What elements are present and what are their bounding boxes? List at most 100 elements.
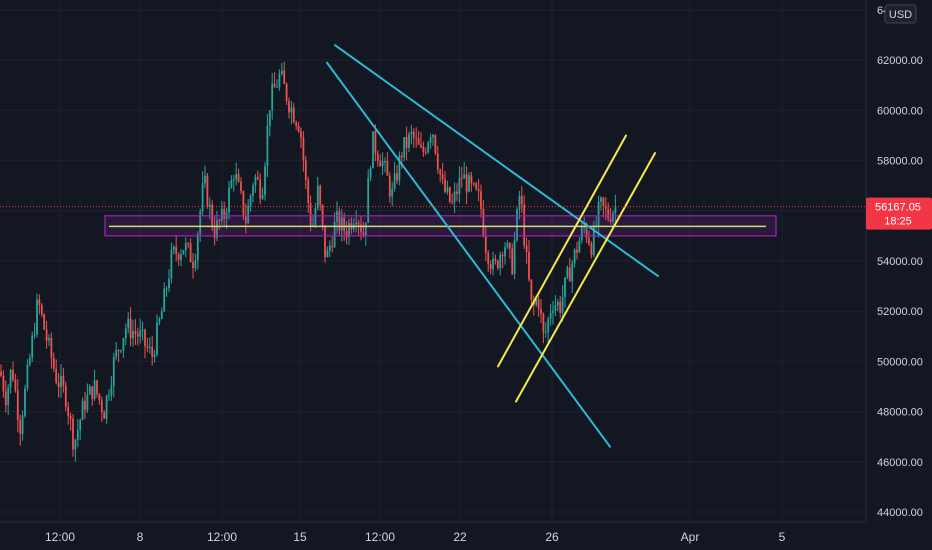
candle-body (254, 176, 257, 186)
candle-body (408, 134, 410, 148)
candle-body (585, 225, 588, 239)
candle-body (432, 135, 434, 138)
currency-label: USD (889, 9, 912, 21)
candle-body (67, 406, 70, 417)
candle-body (136, 333, 139, 337)
candle-body (355, 222, 358, 225)
trendline-lower-wedge[interactable] (326, 61, 611, 448)
candle-body (7, 387, 10, 406)
candle-body (470, 175, 473, 184)
candle-body (132, 331, 134, 339)
candle-body (110, 385, 113, 396)
candle-body (45, 329, 48, 341)
candle-body (472, 183, 475, 185)
candle-body (60, 375, 62, 387)
drawing-tools (104, 44, 777, 448)
candle-body (357, 222, 360, 225)
trendline-channel-upper[interactable] (497, 134, 627, 368)
candle-body (72, 418, 74, 450)
candle-body (208, 204, 211, 208)
candle-body (88, 386, 91, 395)
candle-body (336, 211, 338, 222)
candle-body (259, 179, 262, 199)
candle-body (24, 388, 26, 416)
candle-body (578, 240, 581, 253)
candle-body (36, 299, 38, 335)
candle-body (434, 135, 437, 154)
candle-body (177, 254, 180, 260)
candle-body (417, 138, 420, 145)
candle-body (216, 219, 218, 238)
candle-body (400, 155, 403, 158)
candle-body (57, 382, 60, 387)
candle-body (261, 195, 264, 199)
candle-body (187, 243, 190, 245)
candle-body (0, 371, 2, 376)
candle-body (446, 187, 449, 192)
candle-body (242, 191, 245, 216)
time-axis[interactable]: 12:00 8 12:00 15 12:00 22 26 Apr 5 (0, 521, 866, 544)
candle-body (148, 347, 151, 349)
candle-body (386, 161, 389, 176)
candle-body (115, 350, 118, 357)
candle-body (465, 174, 468, 192)
candle-body (199, 211, 202, 234)
candle-body (484, 235, 487, 253)
candle-body (444, 179, 446, 192)
candle-body (410, 131, 413, 135)
candle-body (475, 183, 478, 190)
candle-body (297, 125, 300, 132)
candle-body (542, 314, 545, 333)
currency-badge[interactable]: USD (884, 4, 917, 24)
candle-body (415, 137, 418, 139)
candle-body (436, 153, 439, 170)
candle-body (271, 83, 274, 111)
y-tick-label: 60000.00 (877, 105, 923, 117)
trendline-upper-wedge[interactable] (334, 44, 659, 278)
candle-body (28, 357, 31, 365)
candle-body (535, 299, 538, 305)
candle-body (14, 379, 17, 391)
candle-body (276, 87, 278, 89)
candlestick-series (0, 61, 617, 462)
candle-body (175, 247, 178, 255)
candle-body (290, 107, 293, 113)
candle-body (489, 264, 492, 269)
candle-body (139, 330, 142, 337)
candle-body (405, 137, 408, 148)
candle-body (172, 247, 175, 251)
candle-body (52, 358, 55, 369)
candle-body (288, 100, 290, 113)
candle-body (2, 375, 5, 392)
candle-body (331, 245, 334, 248)
x-tick-label: 26 (545, 530, 559, 544)
candle-body (127, 318, 130, 329)
candle-body (372, 131, 374, 169)
candle-body (278, 73, 281, 88)
candle-body (499, 254, 502, 269)
candle-body (264, 166, 266, 196)
candle-body (429, 137, 432, 143)
candle-body (146, 346, 149, 348)
y-tick-label: 62000.00 (877, 55, 923, 67)
candle-body (91, 386, 94, 400)
candle-body (81, 400, 84, 421)
candle-body (163, 288, 166, 312)
candle-body (103, 412, 106, 419)
y-tick-label: 44000.00 (877, 507, 923, 519)
candle-body (93, 380, 96, 400)
x-tick-label: 15 (293, 530, 307, 544)
candle-body (391, 189, 394, 197)
candle-body (249, 195, 252, 206)
candle-body (196, 233, 199, 261)
trendline-channel-lower[interactable] (515, 152, 656, 403)
candle-body (314, 208, 317, 226)
candle-body (367, 177, 370, 223)
candle-body (612, 212, 614, 222)
grid-lines (0, 0, 866, 522)
candle-body (340, 217, 343, 231)
candle-body (55, 368, 58, 383)
candle-body (273, 83, 276, 88)
